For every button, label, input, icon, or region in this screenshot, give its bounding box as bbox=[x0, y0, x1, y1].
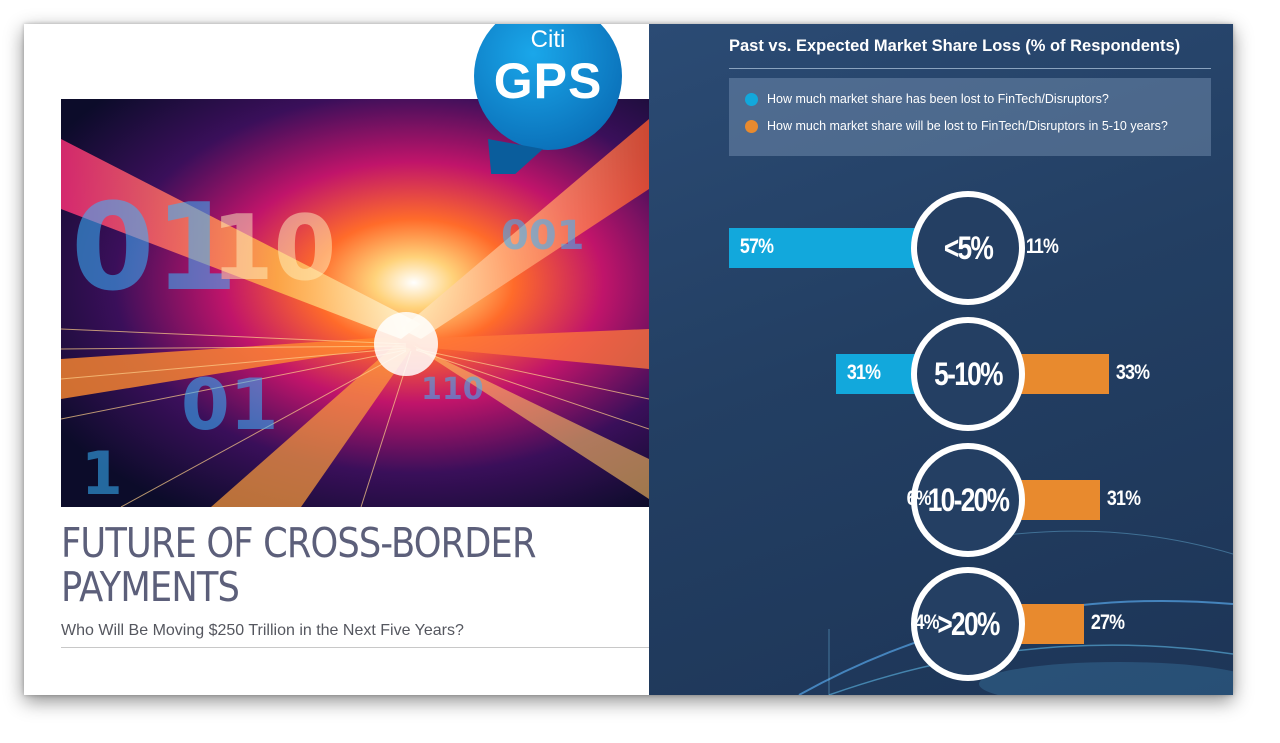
divider bbox=[61, 647, 649, 648]
legend-item-past: How much market share has been lost to F… bbox=[745, 92, 1109, 106]
category-label-1: 5-10% bbox=[934, 356, 1003, 392]
svg-text:01: 01 bbox=[181, 364, 278, 446]
cover-subtitle: Who Will Be Moving $250 Trillion in the … bbox=[61, 622, 464, 639]
hero-image: 01 10 001 01 1 110 bbox=[61, 99, 649, 507]
chart-title-rule bbox=[729, 68, 1211, 69]
category-label-2: 10-20% bbox=[927, 482, 1010, 518]
category-label-3: >20% bbox=[937, 606, 1000, 642]
logo-badge bbox=[474, 24, 622, 174]
value-label-past-2: 6% bbox=[906, 487, 931, 510]
legend-dot-past bbox=[745, 92, 758, 106]
chart-legend: How much market share has been lost to F… bbox=[729, 78, 1211, 156]
value-label-future-2: 31% bbox=[1107, 487, 1141, 510]
digital-streams-graphic: 01 10 001 01 1 110 bbox=[61, 119, 649, 507]
svg-text:1: 1 bbox=[81, 439, 123, 507]
category-circle-3 bbox=[911, 567, 1025, 681]
value-label-future-1: 33% bbox=[1115, 361, 1150, 384]
legend-label-past: How much market share has been lost to F… bbox=[767, 92, 1109, 106]
legend-item-future: How much market share will be lost to Fi… bbox=[745, 119, 1168, 133]
svg-text:001: 001 bbox=[501, 213, 585, 259]
value-label-future-3: 27% bbox=[1091, 611, 1125, 634]
cover-title: FUTURE OF CROSS-BORDER PAYMENTS bbox=[61, 521, 560, 609]
value-label-past-1: 31% bbox=[846, 361, 880, 384]
svg-text:110: 110 bbox=[421, 372, 484, 407]
legend-dot-future bbox=[745, 119, 758, 133]
svg-text:10: 10 bbox=[211, 196, 336, 301]
logo-product-text: GPS bbox=[493, 53, 603, 109]
value-label-future-0: 11% bbox=[1025, 235, 1059, 258]
value-label-past-0: 57% bbox=[740, 235, 774, 258]
category-circle-2 bbox=[911, 443, 1025, 557]
citi-gps-logo: Citi GPS bbox=[473, 24, 623, 174]
chart-title: Past vs. Expected Market Share Loss (% o… bbox=[729, 37, 1181, 55]
legend-label-future: How much market share will be lost to Fi… bbox=[767, 119, 1168, 133]
category-circle-0 bbox=[911, 191, 1025, 305]
cover-title-line2: PAYMENTS bbox=[61, 563, 240, 611]
logo-brand-text: Citi bbox=[530, 26, 566, 53]
category-label-0: <5% bbox=[943, 230, 994, 266]
cover-title-line1: FUTURE OF CROSS-BORDER bbox=[61, 519, 536, 567]
svg-text:01: 01 bbox=[71, 179, 238, 318]
value-label-past-3: 4% bbox=[914, 611, 939, 634]
category-circle-1 bbox=[911, 317, 1025, 431]
